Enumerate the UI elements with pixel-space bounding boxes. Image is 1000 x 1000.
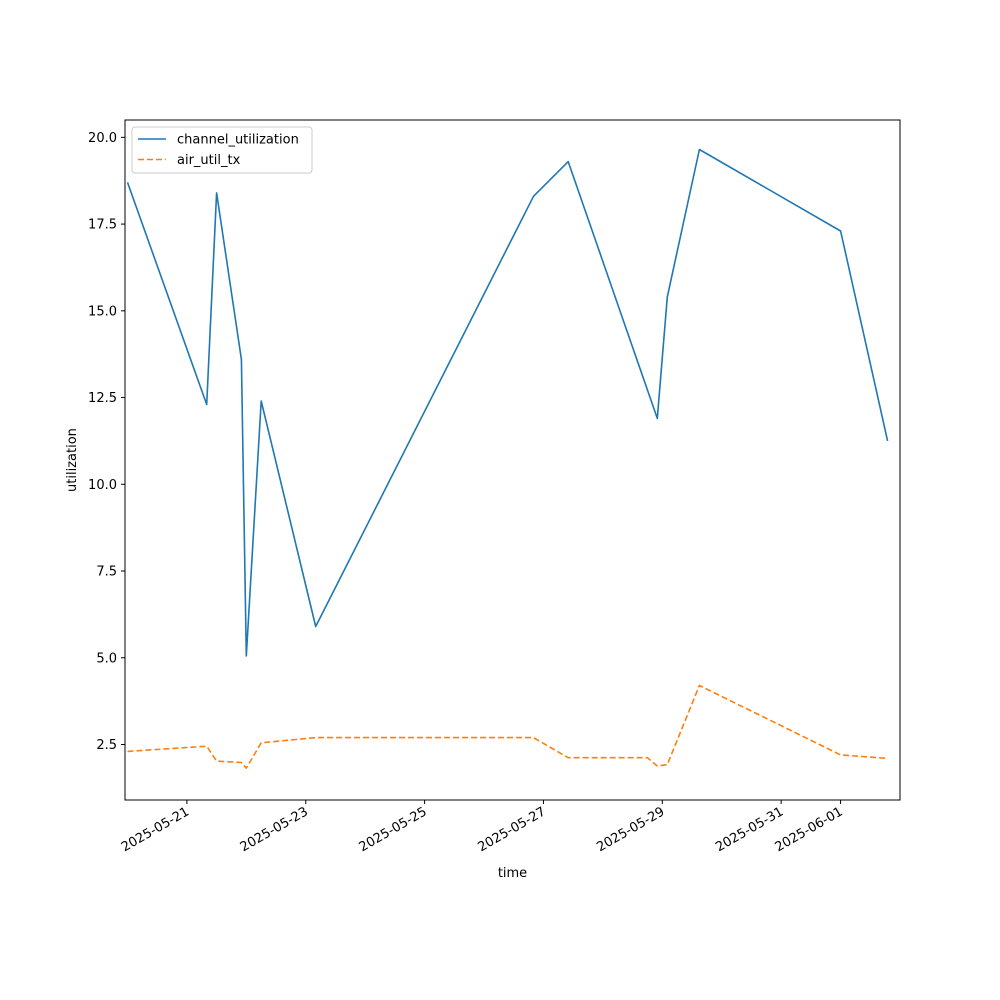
series-layer: [126, 148, 889, 769]
y-tick-label: 17.5: [88, 218, 117, 233]
x-tick-label: 2025-05-29: [594, 804, 667, 855]
legend-label: channel_utilization: [177, 133, 299, 148]
x-tick-label: 2025-06-01: [773, 804, 846, 855]
y-tick-label: 10.0: [88, 478, 117, 493]
y-tick-label: 12.5: [88, 391, 117, 406]
x-axis: 2025-05-21 2025-05-23 2025-05-25 2025-05-27…: [119, 800, 846, 855]
x-tick-label: 2025-05-27: [476, 804, 549, 855]
x-tick-label: 2025-05-21: [119, 804, 192, 855]
y-tick-label: 5.0: [96, 651, 117, 666]
plot-area: [124, 119, 901, 801]
y-tick-label: 2.5: [96, 738, 117, 753]
y-tick-label: 15.0: [88, 304, 117, 319]
plot-frame: [124, 119, 901, 801]
y-tick-label: 7.5: [96, 565, 117, 580]
x-tick-label: 2025-05-25: [357, 804, 430, 855]
y-axis: 2.5 5.0 7.5 10.0 12.5 15.0 17.5 20.0: [88, 131, 125, 753]
x-tick-label: 2025-05-23: [238, 804, 311, 855]
series-line-channel-utilization: [126, 148, 889, 657]
y-tick-label: 20.0: [88, 131, 117, 146]
legend-label: air_util_tx: [177, 153, 241, 168]
x-axis-label: time: [498, 866, 527, 881]
y-axis-label: utilization: [65, 428, 80, 492]
legend: channel_utilization air_util_tx: [131, 126, 313, 174]
legend-box: [131, 126, 313, 174]
series-line-air-util-tx: [127, 684, 888, 769]
